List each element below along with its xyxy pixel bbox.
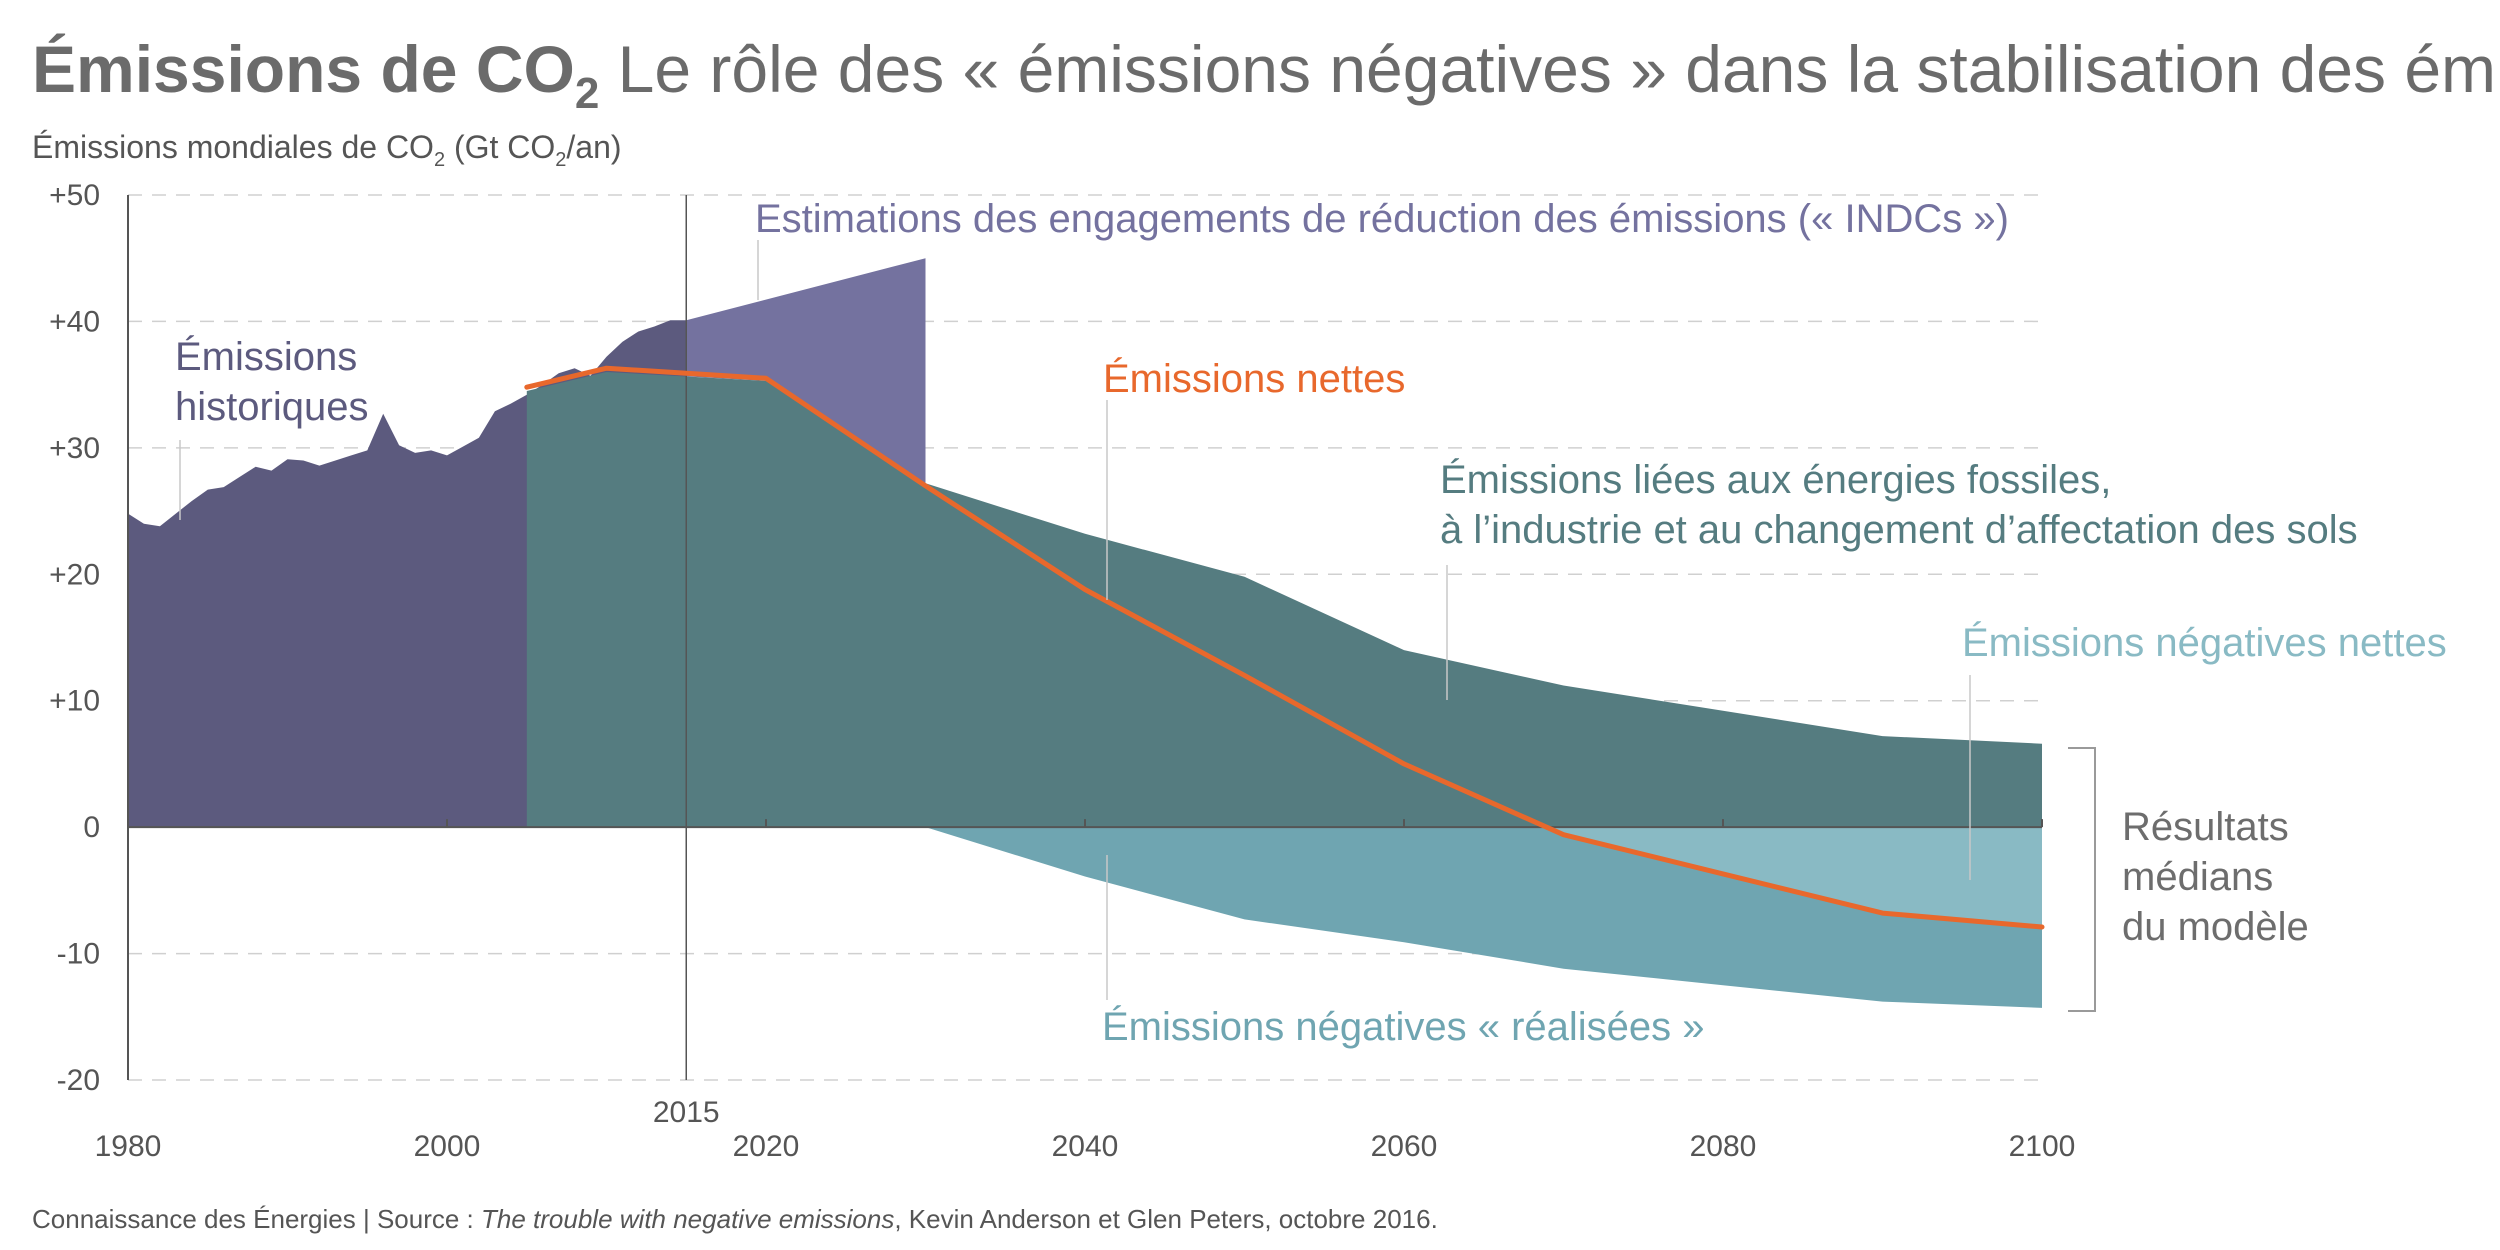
- y-axis-label: Émissions mondiales de CO2 (Gt CO2/an): [32, 129, 622, 171]
- ylabel-subscript: 2: [555, 149, 566, 171]
- label-net-emissions: Émissions nettes: [1103, 356, 1405, 401]
- source-note: Connaissance des Énergies | Source : The…: [32, 1204, 1438, 1234]
- label-fossil-line2: à l’industrie et au changement d’affecta…: [1440, 508, 2358, 552]
- median-bracket: [2068, 747, 2096, 1012]
- source-suffix: , Kevin Anderson et Glen Peters, octobre…: [894, 1204, 1437, 1234]
- x-tick-label-2015: 2015: [653, 1096, 720, 1129]
- y-tick-label: +30: [49, 432, 100, 465]
- label-historical-line1: Émissions: [175, 334, 357, 379]
- ylabel-part: /an): [566, 129, 621, 165]
- x-tick-label: 2000: [414, 1130, 481, 1163]
- axes: [127, 195, 2043, 1080]
- tick-labels: +50 +40 +30 +20 +10 0 -10 -20 1980 2000 2020 2040 20…: [49, 179, 2075, 1163]
- label-indc: Estimations des engagements de réduction…: [755, 197, 2009, 241]
- y-tick-label: +20: [49, 558, 100, 591]
- title-bold: Émissions de CO: [32, 32, 575, 106]
- y-tick-label: +40: [49, 305, 100, 338]
- x-tick-label: 2020: [733, 1130, 800, 1163]
- chart-title: Émissions de CO2 Le rôle des « émissions…: [32, 32, 2500, 118]
- y-tick-label: -10: [57, 938, 100, 971]
- leader-lines: [179, 240, 1971, 1000]
- x-tick-label: 2040: [1052, 1130, 1119, 1163]
- indc-area: [686, 258, 926, 484]
- label-negative-net: Émissions négatives nettes: [1962, 620, 2447, 665]
- net-emissions-line: [524, 365, 2045, 930]
- x-tick-label: 1980: [95, 1130, 162, 1163]
- label-historical-line2: historiques: [175, 385, 368, 429]
- title-rest: Le rôle des « émissions négatives » dans…: [599, 32, 2500, 106]
- fossil-area: [526, 372, 2042, 828]
- net-emissions-line-group: [524, 365, 2045, 930]
- ylabel-subscript: 2: [434, 149, 445, 171]
- label-negative-realized: Émissions négatives « réalisées »: [1102, 1004, 1705, 1049]
- source-prefix: Connaissance des Énergies | Source :: [32, 1204, 481, 1234]
- label-median-line3: du modèle: [2122, 905, 2309, 949]
- y-tick-label: +10: [49, 685, 100, 718]
- label-median-line2: médians: [2122, 855, 2273, 899]
- data-areas: [128, 258, 2042, 1008]
- label-median-line1: Résultats: [2122, 805, 2289, 849]
- x-tick-label: 2080: [1690, 1130, 1757, 1163]
- source-title: The trouble with negative emissions: [481, 1204, 894, 1234]
- title-subscript: 2: [575, 69, 599, 118]
- ylabel-part: Émissions mondiales de CO: [32, 129, 434, 165]
- y-tick-label: 0: [83, 811, 100, 844]
- y-tick-label: +50: [49, 179, 100, 212]
- ylabel-part: (Gt CO: [445, 129, 555, 165]
- label-fossil-line1: Émissions liées aux énergies fossiles,: [1440, 457, 2111, 502]
- negative-net-area: [1547, 827, 2042, 927]
- y-tick-label: -20: [57, 1064, 100, 1097]
- x-tick-label: 2060: [1371, 1130, 1438, 1163]
- x-tick-label: 2100: [2009, 1130, 2076, 1163]
